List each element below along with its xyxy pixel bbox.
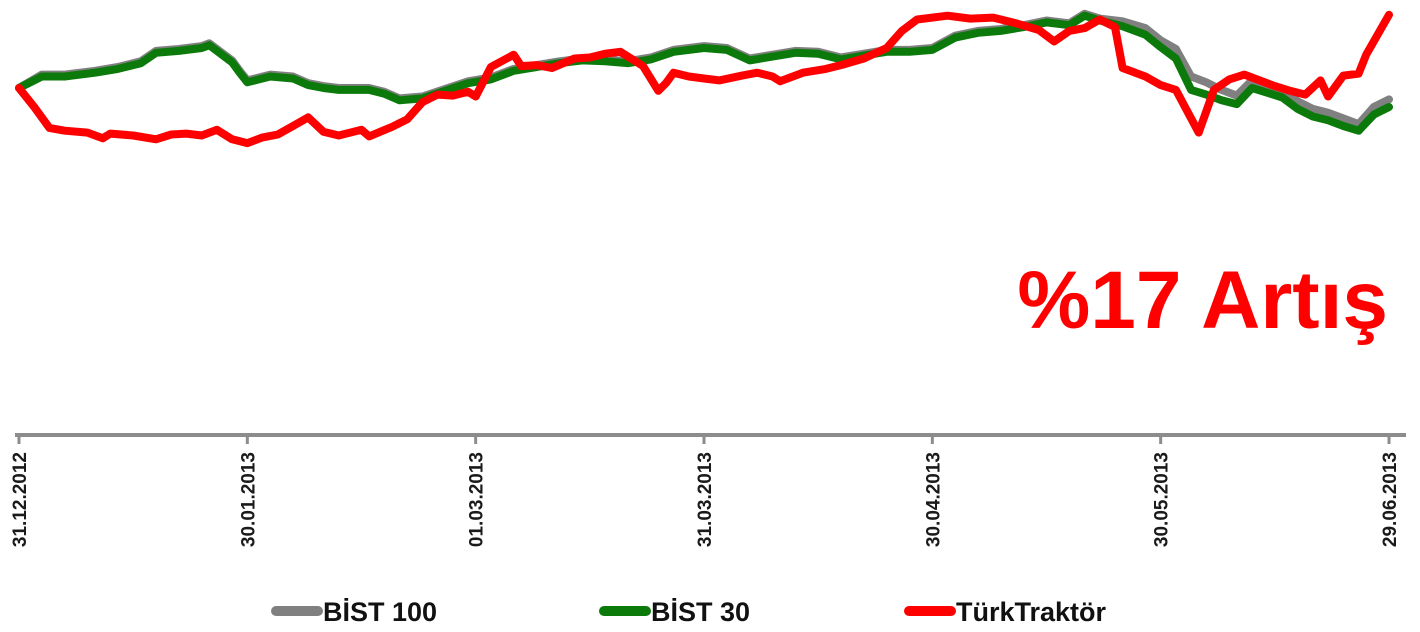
x-tick-label: 29.06.2013 [1380, 452, 1401, 547]
legend-item-turktraktor: TürkTraktör [904, 597, 1107, 627]
series-line-bist-30 [15, 11, 1393, 135]
x-tick-label: 30.01.2013 [238, 452, 259, 547]
increase-annotation: %17 Artış [1017, 255, 1388, 346]
x-tick-label: 30.04.2013 [923, 452, 944, 547]
legend-label: BİST 100 [323, 597, 437, 627]
x-axis: 31.12.2012 30.01.2013 01.03.2013 31.03.2013… [10, 433, 1406, 547]
x-tick-label: 31.12.2012 [10, 452, 31, 547]
legend: BİST 100 BİST 30 TürkTraktör [271, 597, 1107, 627]
legend-label: TürkTraktör [956, 597, 1107, 627]
legend-item-bist-30: BİST 30 [599, 597, 750, 627]
legend-item-bist-100: BİST 100 [271, 597, 437, 627]
x-tick-label: 31.03.2013 [695, 452, 716, 547]
legend-label: BİST 30 [651, 597, 750, 627]
series-line-turktraktor [15, 10, 1393, 148]
series-layer [15, 9, 1393, 148]
x-tick-label: 01.03.2013 [467, 452, 488, 547]
x-tick-label: 30.05.2013 [1152, 452, 1173, 547]
